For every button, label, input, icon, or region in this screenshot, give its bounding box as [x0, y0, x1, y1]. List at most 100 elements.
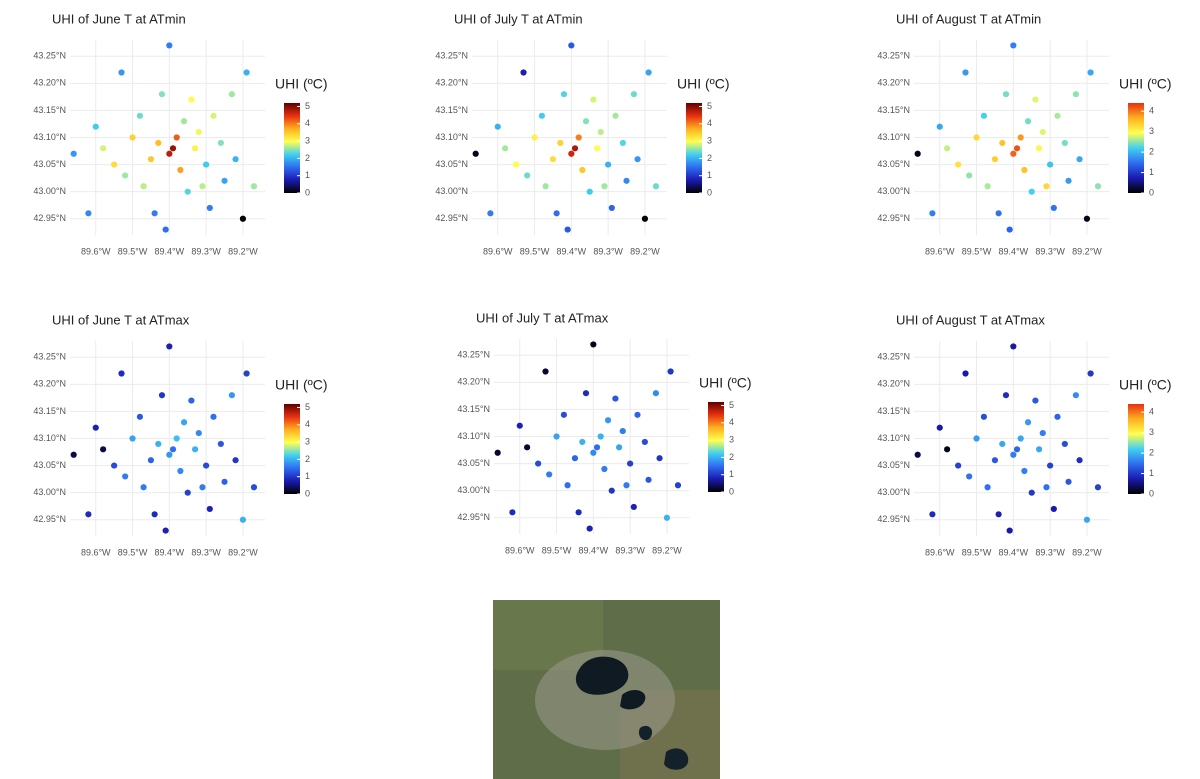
x-tick-label: 89.2°W — [630, 246, 660, 256]
map-panel: UHI of July T at ATmin42.95°N43.00°N43.0… — [435, 11, 729, 256]
y-tick-label: 43.25°N — [877, 51, 910, 61]
y-tick-label: 43.20°N — [33, 379, 66, 389]
station-point — [535, 460, 541, 466]
station-point — [1036, 145, 1042, 151]
station-point — [137, 414, 143, 420]
station-point — [590, 450, 596, 456]
x-tick-label: 89.3°W — [615, 545, 645, 555]
station-point — [605, 161, 611, 167]
colorbar-tick-label: 2 — [305, 454, 310, 464]
station-point — [634, 412, 640, 418]
station-point — [166, 151, 172, 157]
x-tick-label: 89.4°W — [155, 547, 185, 557]
station-point — [642, 439, 648, 445]
station-point — [232, 457, 238, 463]
colorbar-tick-label: 0 — [305, 187, 310, 197]
station-point — [188, 96, 194, 102]
station-point — [1051, 205, 1057, 211]
station-point — [1084, 216, 1090, 222]
x-tick-label: 89.5°W — [962, 246, 992, 256]
colorbar-tick-label: 4 — [305, 419, 310, 429]
x-tick-label: 89.2°W — [652, 545, 682, 555]
station-point — [620, 428, 626, 434]
station-point — [627, 460, 633, 466]
station-point — [181, 118, 187, 124]
chart-title: UHI of August T at ATmax — [896, 312, 1045, 327]
y-tick-label: 42.95°N — [33, 514, 66, 524]
colorbar-tick-label: 3 — [305, 436, 310, 446]
colorbar — [708, 402, 724, 492]
x-tick-label: 89.3°W — [191, 246, 221, 256]
chart-title: UHI of June T at ATmax — [52, 312, 190, 327]
chart-title: UHI of June T at ATmin — [52, 11, 186, 26]
station-point — [623, 178, 629, 184]
colorbar-tick-label: 5 — [707, 101, 712, 111]
station-point — [199, 183, 205, 189]
station-point — [565, 226, 571, 232]
chart-title: UHI of August T at ATmin — [896, 11, 1041, 26]
station-point — [646, 69, 652, 75]
y-tick-label: 43.20°N — [877, 78, 910, 88]
station-point — [645, 477, 651, 483]
y-tick-label: 42.95°N — [877, 213, 910, 223]
station-point — [601, 183, 607, 189]
station-point — [1014, 446, 1020, 452]
colorbar — [284, 103, 300, 193]
station-point — [1040, 129, 1046, 135]
station-point — [174, 134, 180, 140]
station-point — [944, 145, 950, 151]
station-point — [1065, 178, 1071, 184]
station-point — [196, 129, 202, 135]
station-point — [572, 455, 578, 461]
colorbar-tick-label: 0 — [729, 486, 734, 496]
station-point — [111, 161, 117, 167]
station-point — [159, 91, 165, 97]
station-point — [240, 216, 246, 222]
station-point — [251, 183, 257, 189]
station-point — [996, 210, 1002, 216]
station-point — [495, 124, 501, 130]
station-point — [1018, 134, 1024, 140]
satellite-image — [493, 600, 720, 779]
station-point — [587, 189, 593, 195]
station-point — [244, 69, 250, 75]
map-panel: UHI of June T at ATmin42.95°N43.00°N43.0… — [33, 11, 327, 256]
station-point — [170, 145, 176, 151]
y-tick-label: 43.25°N — [457, 350, 490, 360]
station-point — [973, 435, 979, 441]
colorbar-tick-label: 3 — [1149, 427, 1154, 437]
y-tick-label: 43.15°N — [877, 406, 910, 416]
station-point — [218, 441, 224, 447]
station-point — [159, 392, 165, 398]
station-point — [1047, 462, 1053, 468]
station-point — [1076, 156, 1082, 162]
station-point — [1084, 517, 1090, 523]
colorbar-tick-label: 4 — [1149, 106, 1154, 116]
station-point — [550, 156, 556, 162]
colorbar — [1128, 404, 1144, 494]
station-point — [1062, 441, 1068, 447]
station-point — [1018, 435, 1024, 441]
x-tick-label: 89.5°W — [520, 246, 550, 256]
colorbar-title: UHI (ºC) — [1119, 377, 1172, 393]
station-point — [163, 527, 169, 533]
y-tick-label: 43.15°N — [33, 406, 66, 416]
station-point — [140, 484, 146, 490]
station-point — [524, 444, 530, 450]
colorbar-tick-label: 3 — [1149, 126, 1154, 136]
station-point — [148, 457, 154, 463]
station-point — [1010, 343, 1016, 349]
station-point — [1073, 91, 1079, 97]
station-point — [1047, 161, 1053, 167]
x-tick-label: 89.6°W — [483, 246, 513, 256]
station-point — [1032, 397, 1038, 403]
station-point — [594, 145, 600, 151]
station-point — [955, 462, 961, 468]
colorbar — [1128, 103, 1144, 193]
y-tick-label: 43.25°N — [435, 51, 468, 61]
station-point — [631, 91, 637, 97]
station-point — [229, 392, 235, 398]
station-point — [915, 151, 921, 157]
station-point — [122, 172, 128, 178]
colorbar-tick-label: 5 — [305, 101, 310, 111]
